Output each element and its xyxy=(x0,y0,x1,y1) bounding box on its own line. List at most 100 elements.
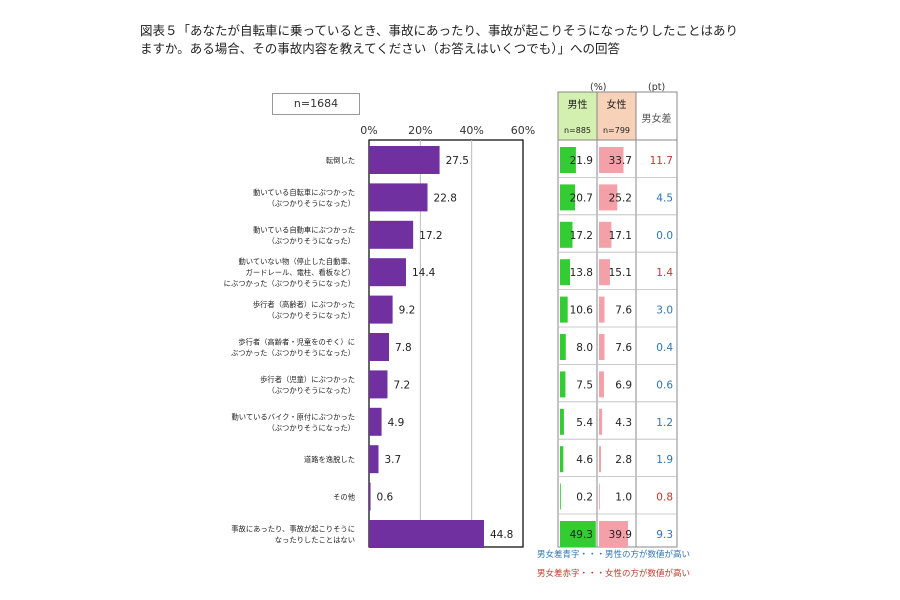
category-label: 動いているバイク・原付にぶつかった xyxy=(231,412,355,421)
percent-unit-label: (%) xyxy=(590,82,607,93)
female-mini-bar xyxy=(599,259,610,286)
bar xyxy=(369,295,393,324)
diff-value: 3.0 xyxy=(656,305,673,317)
x-tick-label: 20% xyxy=(408,124,432,137)
category-label: ガードレール、電柱、看板など） xyxy=(246,268,355,277)
category-label: （ぶつかりそうになった） xyxy=(267,236,355,245)
bar-value-label: 7.8 xyxy=(395,342,412,354)
female-value: 39.9 xyxy=(609,529,632,541)
bar-value-label: 4.9 xyxy=(388,417,405,429)
title-line-1: 図表５「あなたが自転車に乗っているとき、事故にあったり、事故が起こりそうになった… xyxy=(140,23,739,38)
female-mini-bar xyxy=(599,221,612,248)
diff-value: 0.0 xyxy=(656,230,673,242)
male-mini-bar xyxy=(560,371,566,398)
category-label: ぶつかった（ぶつかりそうになった） xyxy=(231,349,355,358)
male-value: 13.8 xyxy=(570,267,593,279)
male-mini-bar xyxy=(560,408,564,435)
bar xyxy=(369,220,414,249)
x-tick-label: 60% xyxy=(511,124,535,137)
female-value: 2.8 xyxy=(615,454,632,466)
female-header-label: 女性 xyxy=(607,98,627,111)
diff-value: 1.9 xyxy=(656,454,673,466)
diff-header-cell xyxy=(635,91,678,141)
bar xyxy=(369,407,382,436)
bar-value-label: 17.2 xyxy=(419,230,442,242)
bar-value-label: 7.2 xyxy=(393,379,410,391)
female-mini-bar xyxy=(599,371,605,398)
female-mini-bar xyxy=(599,184,618,211)
female-value: 25.2 xyxy=(609,192,632,204)
category-label: （ぶつかりそうになった） xyxy=(267,311,355,320)
note-red: 男女差赤字・・・女性の方が数値が高い xyxy=(537,569,691,579)
category-label: 動いていない物（停止した自動車、 xyxy=(238,257,355,266)
diff-header-label: 男女差 xyxy=(642,112,672,125)
male-value: 4.6 xyxy=(576,454,593,466)
male-mini-bar xyxy=(560,334,566,360)
female-mini-bar xyxy=(599,334,605,360)
male-header-label: 男性 xyxy=(568,98,588,111)
note-blue: 男女差青字・・・男性の方が数値が高い xyxy=(537,550,691,560)
sample-size-box: n=1684 xyxy=(272,93,360,115)
category-label: にぶつかった（ぶつかりそうになった） xyxy=(224,279,355,288)
bar xyxy=(369,445,379,474)
bar xyxy=(369,520,484,548)
male-value: 5.4 xyxy=(576,417,593,429)
female-mini-bar xyxy=(599,147,624,173)
female-value: 15.1 xyxy=(609,267,632,279)
male-value: 49.3 xyxy=(570,529,593,541)
male-mini-bar xyxy=(560,259,571,286)
title-line-2: ますか。ある場合、その事故内容を教えてください（お答えはいくつでも）」への回答 xyxy=(140,41,621,56)
male-mini-bar xyxy=(560,521,596,547)
bar-value-label: 27.5 xyxy=(446,155,469,167)
category-label: 歩行者（高齢者・児童をのぞく）に xyxy=(238,338,355,347)
point-unit-label: (pt) xyxy=(648,82,666,93)
bar xyxy=(369,482,371,511)
category-label: （ぶつかりそうになった） xyxy=(267,423,355,432)
diff-value: 1.2 xyxy=(656,417,673,429)
male-n-label: n=885 xyxy=(564,126,591,135)
diff-value: 4.5 xyxy=(656,192,673,204)
male-mini-bar xyxy=(560,147,576,173)
category-label: その他 xyxy=(333,493,356,502)
female-value: 7.6 xyxy=(615,305,632,317)
diff-value: 11.7 xyxy=(650,155,673,167)
female-value: 6.9 xyxy=(615,379,632,391)
female-mini-bar xyxy=(599,483,600,510)
male-value: 20.7 xyxy=(570,192,593,204)
bar xyxy=(369,146,440,174)
category-label: なったりしたことはない xyxy=(275,536,355,545)
male-value: 10.6 xyxy=(570,305,594,317)
female-n-label: n=799 xyxy=(603,126,630,135)
category-label: 動いている自転車にぶつかった xyxy=(253,188,355,197)
chart-title: 図表５「あなたが自転車に乗っているとき、事故にあったり、事故が起こりそうになった… xyxy=(140,22,840,58)
category-label: 動いている自動車にぶつかった xyxy=(253,225,355,234)
bar-value-label: 9.2 xyxy=(399,305,416,317)
male-mini-bar xyxy=(560,483,561,510)
female-mini-bar xyxy=(599,296,605,323)
bar xyxy=(369,258,406,287)
male-value: 17.2 xyxy=(570,230,593,242)
category-label: 歩行者（高齢者）にぶつかった xyxy=(253,300,355,309)
female-value: 33.7 xyxy=(609,155,632,167)
male-mini-bar xyxy=(560,184,576,211)
category-label: 歩行者（児童）にぶつかった xyxy=(260,375,355,384)
diff-value: 0.8 xyxy=(656,492,673,504)
male-value: 7.5 xyxy=(576,379,593,391)
category-label: （ぶつかりそうになった） xyxy=(267,199,355,208)
bar xyxy=(369,370,388,399)
male-value: 0.2 xyxy=(576,492,593,504)
bar-value-label: 0.6 xyxy=(377,492,394,504)
bar xyxy=(369,183,428,212)
diff-value: 0.6 xyxy=(656,379,673,391)
male-mini-bar xyxy=(560,296,568,323)
male-mini-bar xyxy=(560,446,564,473)
category-label: 事故にあったり、事故が起こりそうに xyxy=(231,525,355,534)
x-tick-label: 40% xyxy=(459,124,483,137)
female-mini-bar xyxy=(599,408,603,435)
male-value: 8.0 xyxy=(576,342,593,354)
x-tick-label: 0% xyxy=(360,124,377,137)
diff-value: 9.3 xyxy=(656,529,673,541)
male-value: 21.9 xyxy=(570,155,593,167)
category-label: 転倒した xyxy=(326,156,355,165)
bar xyxy=(369,333,390,361)
